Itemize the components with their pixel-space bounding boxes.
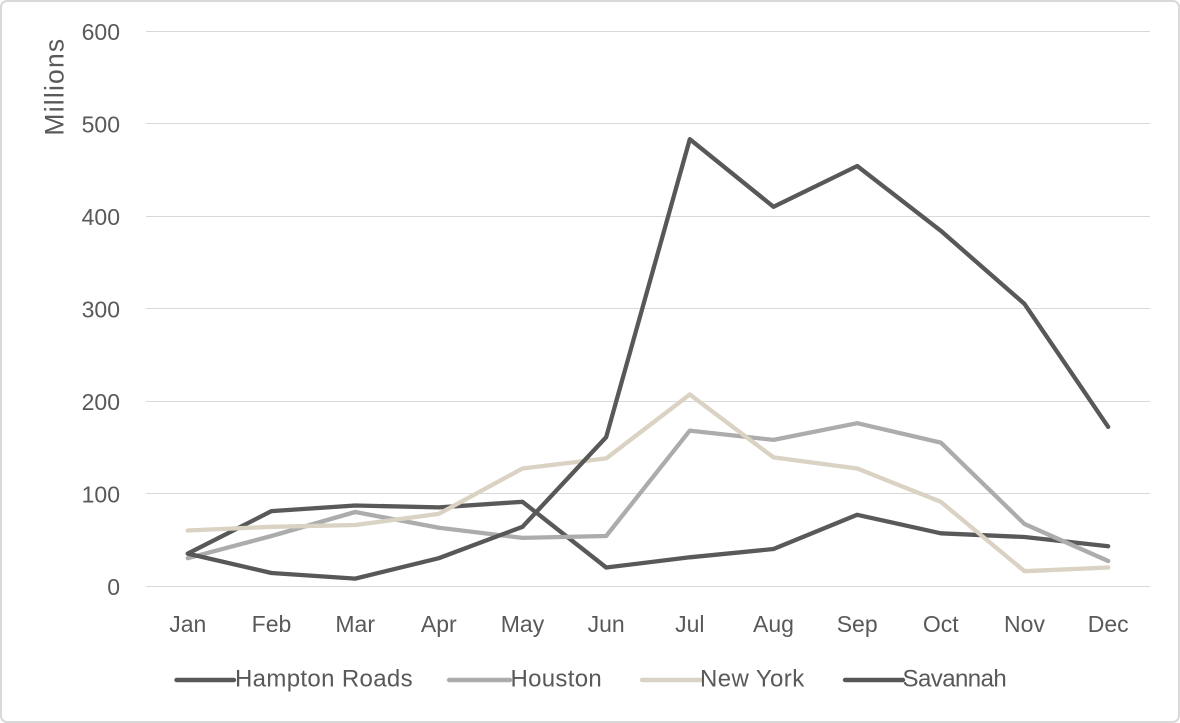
svg-text:Millions: Millions xyxy=(40,38,70,136)
svg-text:Sep: Sep xyxy=(837,611,878,637)
svg-text:Savannah: Savannah xyxy=(903,666,1007,693)
svg-text:500: 500 xyxy=(82,112,120,138)
svg-text:Nov: Nov xyxy=(1004,611,1045,637)
svg-text:Aug: Aug xyxy=(753,611,794,637)
svg-text:May: May xyxy=(501,611,545,637)
svg-text:New York: New York xyxy=(700,666,805,693)
svg-text:Jan: Jan xyxy=(169,611,206,637)
svg-text:400: 400 xyxy=(82,204,120,230)
svg-text:Hampton Roads: Hampton Roads xyxy=(235,666,413,693)
svg-text:600: 600 xyxy=(82,19,120,45)
svg-text:Jun: Jun xyxy=(588,611,625,637)
svg-text:300: 300 xyxy=(82,297,120,323)
svg-text:Feb: Feb xyxy=(252,611,292,637)
svg-text:Dec: Dec xyxy=(1088,611,1129,637)
svg-text:Houston: Houston xyxy=(511,666,603,693)
svg-text:Apr: Apr xyxy=(421,611,457,637)
svg-text:Mar: Mar xyxy=(335,611,375,637)
svg-text:100: 100 xyxy=(82,482,120,508)
svg-text:200: 200 xyxy=(82,389,120,415)
svg-text:0: 0 xyxy=(107,574,120,600)
svg-text:Jul: Jul xyxy=(675,611,704,637)
svg-text:Oct: Oct xyxy=(923,611,959,637)
